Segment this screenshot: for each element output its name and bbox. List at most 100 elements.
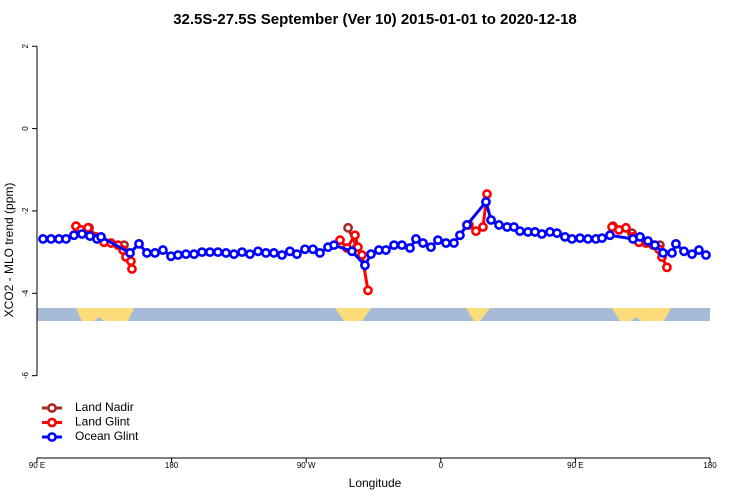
point — [315, 248, 325, 258]
point — [671, 238, 681, 249]
point — [292, 249, 302, 260]
legend-label: Land Nadir — [75, 400, 134, 414]
point — [418, 238, 428, 248]
x-tick-label: 0 — [439, 461, 444, 470]
point — [679, 246, 689, 257]
y-tick-label: -2 — [21, 207, 30, 215]
point — [308, 244, 318, 255]
point — [277, 250, 287, 260]
point — [694, 245, 704, 255]
point — [701, 250, 711, 260]
point — [605, 230, 615, 241]
legend-marker — [47, 417, 57, 428]
point — [69, 230, 79, 241]
point — [366, 249, 376, 260]
point — [61, 234, 71, 244]
point — [455, 230, 465, 241]
point — [662, 262, 672, 273]
point — [687, 249, 697, 260]
y-axis-label: XCO2 - MLO trend (ppm) — [2, 183, 16, 318]
point — [462, 220, 472, 230]
point — [253, 246, 263, 257]
point — [449, 238, 459, 248]
point — [552, 228, 562, 239]
point — [433, 235, 443, 246]
point — [486, 215, 496, 225]
y-tick-label: 0 — [21, 126, 30, 131]
point — [635, 231, 645, 242]
point — [426, 242, 436, 253]
point — [125, 248, 135, 258]
land-shape — [466, 308, 490, 321]
point — [478, 222, 488, 232]
ocean-band — [37, 308, 710, 321]
point — [150, 248, 160, 258]
point — [46, 234, 56, 244]
x-axis-label: Longitude — [349, 476, 402, 490]
point — [126, 256, 136, 267]
point — [471, 226, 481, 237]
point — [261, 248, 271, 258]
legend-marker — [47, 432, 57, 442]
point — [142, 248, 152, 258]
point — [343, 222, 353, 233]
point — [237, 247, 247, 258]
point — [181, 249, 191, 260]
point — [405, 243, 415, 253]
point — [204, 247, 215, 258]
lake-shape — [94, 317, 104, 321]
lake-shape — [631, 317, 641, 321]
point — [357, 250, 367, 260]
map-strip — [37, 308, 710, 321]
point — [77, 229, 87, 239]
point — [441, 238, 451, 248]
point — [658, 248, 668, 258]
point — [221, 248, 231, 258]
point — [38, 234, 48, 244]
point — [567, 234, 577, 244]
x-tick-label: 180 — [703, 461, 717, 470]
land-shape — [612, 308, 671, 321]
x-tick-label: 90 E — [567, 461, 583, 470]
point — [481, 196, 491, 207]
point — [597, 233, 607, 244]
point — [621, 222, 631, 233]
point — [515, 226, 525, 237]
chart-title: 32.5S-27.5S September (Ver 10) 2015-01-0… — [173, 11, 577, 28]
point — [381, 245, 391, 255]
point — [300, 244, 310, 255]
point — [360, 260, 370, 271]
point — [536, 229, 547, 239]
point — [268, 248, 279, 258]
point — [667, 248, 677, 258]
point — [650, 240, 660, 251]
point — [96, 231, 106, 242]
point — [482, 189, 492, 199]
point — [245, 249, 255, 260]
y-tick-label: 2 — [21, 43, 30, 48]
point — [350, 230, 360, 241]
point — [127, 264, 137, 274]
point — [397, 240, 407, 251]
x-tick-label: 90 E — [29, 461, 45, 470]
legend-marker — [47, 403, 57, 413]
land-shape — [335, 308, 371, 321]
point — [494, 220, 504, 230]
point — [134, 238, 144, 249]
point — [411, 234, 421, 244]
point — [363, 285, 373, 296]
point — [83, 222, 93, 233]
point — [173, 250, 183, 260]
land-shape — [76, 308, 134, 321]
point — [583, 234, 593, 244]
legend-label: Land Glint — [75, 415, 130, 429]
x-tick-label: 90 W — [297, 461, 316, 470]
point — [329, 240, 339, 251]
point — [229, 249, 239, 260]
point — [389, 240, 399, 251]
point — [213, 247, 223, 258]
point — [197, 247, 207, 258]
point — [335, 235, 345, 246]
y-tick-label: -4 — [21, 289, 30, 297]
